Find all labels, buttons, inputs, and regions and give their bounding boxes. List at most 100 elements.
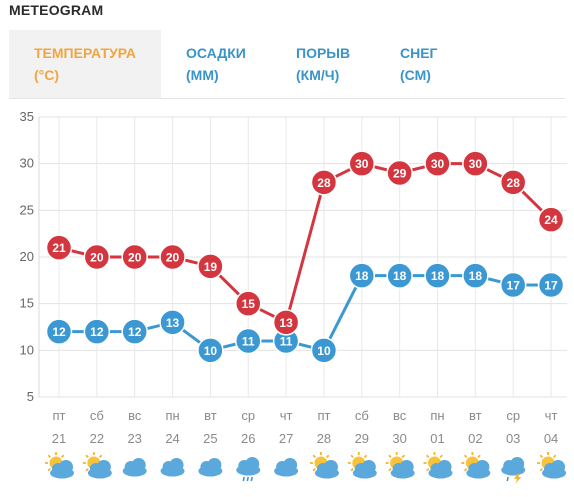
y-tick-label: 15: [20, 296, 34, 311]
tab-temperature-unit: (°C): [34, 67, 60, 83]
x-dow-label: ср: [241, 408, 255, 423]
data-point-marker: [197, 253, 224, 280]
data-label: 18: [393, 269, 407, 283]
data-point-marker: [83, 318, 111, 345]
tab-gust-label: ПОРЫВ: [296, 45, 351, 61]
data-point: 30: [424, 150, 451, 177]
data-label: 30: [355, 157, 369, 171]
x-date-label: 01: [430, 431, 444, 446]
data-point-marker: [310, 169, 338, 196]
rain-cloud-icon: [236, 457, 261, 482]
data-point: 12: [45, 318, 73, 345]
data-point: 28: [310, 169, 338, 196]
tab-gust-unit: (КМ/Ч): [296, 67, 340, 83]
x-date-label: 26: [241, 431, 255, 446]
x-date-label: 24: [165, 431, 179, 446]
data-point-marker: [462, 262, 489, 289]
data-label: 29: [393, 167, 407, 181]
data-label: 12: [52, 325, 66, 339]
data-label: 24: [544, 213, 558, 227]
tab-temperature-label: ТЕМПЕРАТУРА: [34, 45, 136, 61]
data-point-marker: [348, 262, 376, 289]
data-label: 17: [507, 279, 521, 293]
partly-cloudy-icon: [385, 452, 415, 479]
data-point-marker: [121, 243, 148, 271]
data-point-marker: [424, 150, 451, 177]
data-label: 17: [544, 279, 558, 293]
x-date-label: 21: [52, 431, 66, 446]
partly-cloudy-icon: [347, 452, 377, 479]
data-label: 30: [431, 157, 445, 171]
cloud-icon: [274, 458, 299, 477]
cloud-icon: [122, 458, 147, 477]
data-label: 18: [431, 269, 445, 283]
data-label: 11: [280, 335, 293, 349]
data-point: 17: [499, 271, 527, 299]
data-point-marker: [424, 262, 451, 289]
x-dow-label: ср: [506, 408, 520, 423]
x-dow-label: вс: [393, 408, 407, 423]
x-dow-label: вс: [128, 408, 142, 423]
tab-snow-label: СНЕГ: [400, 45, 438, 61]
data-point: 17: [537, 271, 565, 299]
y-tick-label: 25: [20, 202, 34, 217]
tab-gust[interactable]: ПОРЫВ (КМ/Ч): [296, 30, 396, 98]
y-tick-label: 20: [20, 249, 34, 264]
data-label: 15: [242, 297, 256, 311]
data-label: 18: [469, 269, 483, 283]
series-line-0: [58, 162, 553, 324]
data-point-marker: [348, 150, 376, 177]
data-label: 20: [90, 251, 104, 265]
data-label: 18: [355, 269, 369, 283]
data-point: 19: [197, 253, 224, 280]
x-date-label: 23: [127, 431, 141, 446]
y-tick-label: 30: [20, 156, 34, 171]
data-point-marker: [159, 309, 186, 336]
data-point: 29: [386, 159, 413, 187]
x-date-label: 04: [544, 431, 558, 446]
tab-snow-unit: (СМ): [400, 67, 431, 83]
data-label: 21: [52, 241, 66, 255]
data-point-marker: [235, 290, 262, 317]
data-point-marker: [386, 159, 413, 187]
cloud-icon: [160, 458, 185, 477]
x-dow-label: пн: [430, 408, 444, 423]
data-label: 10: [204, 344, 218, 358]
data-point-marker: [272, 309, 300, 336]
data-point: 24: [537, 206, 565, 233]
data-point: 12: [121, 318, 148, 345]
tab-temperature[interactable]: ТЕМПЕРАТУРА (°C): [9, 30, 161, 98]
meteogram-tabs: ТЕМПЕРАТУРА (°C) ОСАДКИ (ММ) ПОРЫВ (КМ/Ч…: [9, 30, 565, 99]
x-dow-label: вт: [469, 408, 482, 423]
data-label: 12: [128, 325, 142, 339]
tab-precipitation[interactable]: ОСАДКИ (ММ): [186, 30, 286, 98]
data-point: 18: [424, 262, 451, 289]
data-point: 18: [386, 262, 413, 289]
partly-cloudy-icon: [45, 452, 74, 479]
tab-snow[interactable]: СНЕГ (СМ): [400, 30, 500, 98]
x-date-label: 25: [203, 431, 217, 446]
tab-precipitation-label: ОСАДКИ: [186, 45, 246, 61]
data-label: 19: [204, 260, 218, 274]
data-point: 18: [462, 262, 489, 289]
y-tick-label: 5: [27, 389, 34, 404]
page-title: METEOGRAM: [9, 2, 104, 18]
data-point-marker: [121, 318, 148, 345]
data-point: 20: [121, 243, 148, 271]
partly-cloudy-icon: [537, 452, 567, 479]
data-point: 18: [348, 262, 376, 289]
x-dow-label: пт: [317, 408, 330, 423]
data-point: 11: [235, 327, 262, 355]
x-dow-label: чт: [280, 408, 293, 423]
data-label: 10: [317, 344, 331, 358]
data-point: 15: [235, 290, 262, 317]
data-point-marker: [83, 243, 111, 271]
data-label: 20: [166, 251, 180, 265]
x-dow-label: вт: [204, 408, 217, 423]
data-label: 11: [242, 335, 255, 349]
data-label: 13: [166, 316, 180, 330]
y-tick-label: 10: [20, 342, 34, 357]
x-date-label: 27: [279, 431, 293, 446]
x-dow-label: чт: [545, 408, 558, 423]
data-point-marker: [45, 318, 73, 345]
